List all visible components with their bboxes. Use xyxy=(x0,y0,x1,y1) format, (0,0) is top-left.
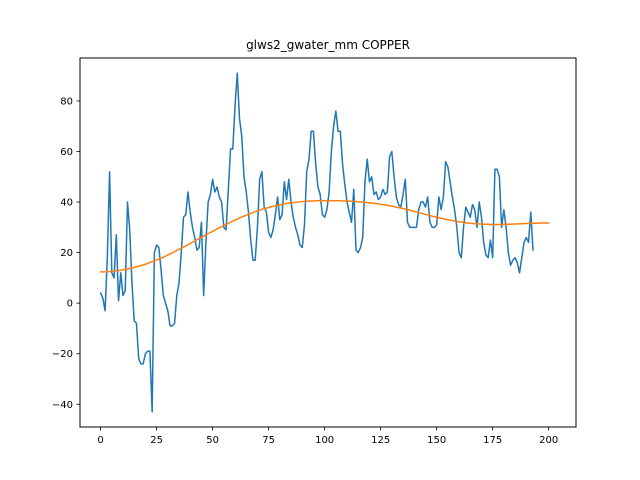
x-tick-label: 0 xyxy=(97,435,103,446)
y-tick-label: 60 xyxy=(60,147,73,158)
y-tick-label: 20 xyxy=(60,248,73,259)
x-tick-label: 150 xyxy=(427,435,446,446)
x-tick-label: 100 xyxy=(315,435,334,446)
series-line-1 xyxy=(99,72,534,413)
x-tick-label: 25 xyxy=(150,435,163,446)
series-layer xyxy=(99,72,550,413)
y-tick-label: −20 xyxy=(52,349,73,360)
x-tick-label: 50 xyxy=(206,435,219,446)
y-tick-label: 80 xyxy=(60,96,73,107)
y-tick-label: −40 xyxy=(52,400,73,411)
series-line-2 xyxy=(99,200,550,273)
x-tick-label: 200 xyxy=(539,435,558,446)
x-tick-label: 175 xyxy=(483,435,502,446)
x-axis: 0 25 50 75 100 125 150 175 200 xyxy=(97,427,558,446)
plot-area xyxy=(79,57,577,428)
y-tick-label: 0 xyxy=(67,299,73,310)
y-tick-label: 40 xyxy=(60,198,73,209)
y-axis: −40 −20 0 20 40 60 80 xyxy=(52,96,80,411)
axes-frame xyxy=(79,57,577,428)
x-tick-label: 75 xyxy=(262,435,275,446)
x-tick-label: 125 xyxy=(371,435,390,446)
chart-title: glws2_gwater_mm COPPER xyxy=(246,38,410,52)
